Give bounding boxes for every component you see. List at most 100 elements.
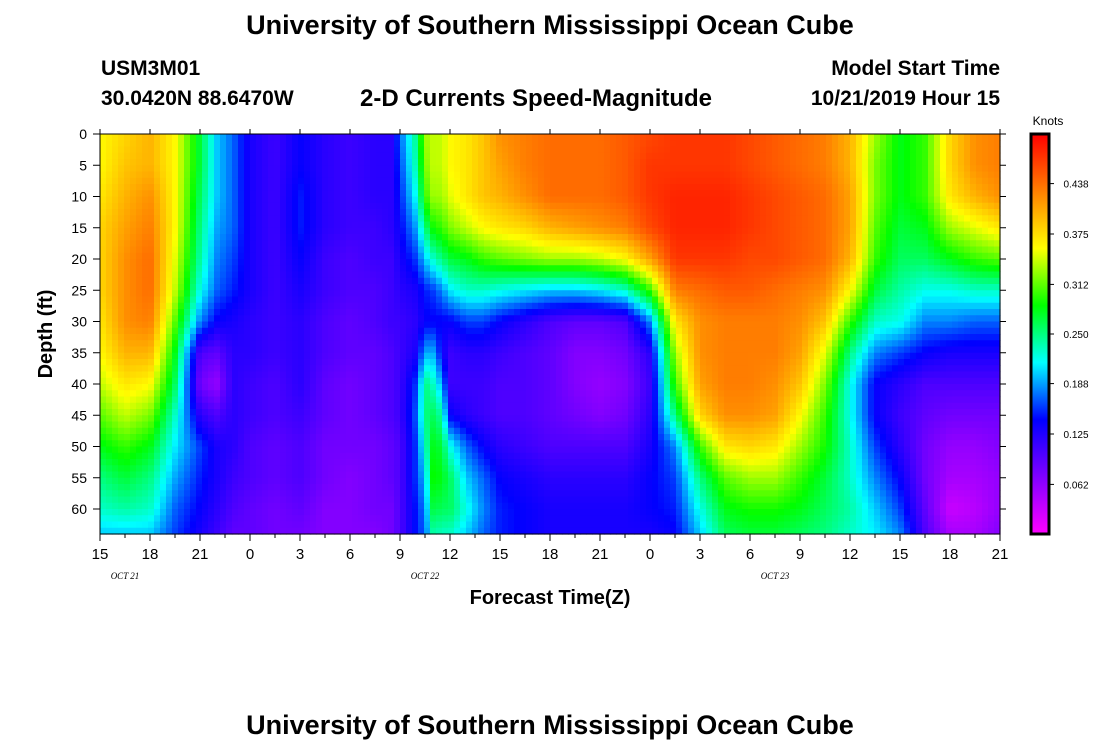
heatmap-cell (244, 496, 251, 504)
heatmap-cell (184, 259, 191, 266)
heatmap-cell (526, 515, 533, 523)
heatmap-cell (346, 165, 353, 173)
heatmap-cell (532, 396, 539, 404)
heatmap-cell (244, 509, 251, 516)
heatmap-cell (148, 196, 155, 204)
heatmap-cell (238, 502, 245, 510)
heatmap-cell (358, 177, 365, 185)
heatmap-cell (118, 284, 125, 291)
heatmap-cell (508, 259, 515, 266)
heatmap-cell (106, 265, 113, 273)
heatmap-cell (406, 277, 413, 285)
heatmap-cell (226, 252, 233, 260)
heatmap-cell (118, 196, 125, 204)
heatmap-cell (352, 334, 359, 341)
heatmap-cell (262, 159, 269, 166)
heatmap-cell (328, 202, 335, 210)
heatmap-cell (502, 265, 509, 273)
heatmap-cell (484, 327, 491, 335)
heatmap-cell (562, 346, 569, 354)
heatmap-cell (208, 290, 215, 298)
heatmap-cell (256, 184, 263, 191)
heatmap-cell (562, 427, 569, 435)
heatmap-cell (562, 146, 569, 154)
heatmap-cell (286, 465, 293, 473)
heatmap-cell (262, 252, 269, 260)
heatmap-cell (244, 284, 251, 291)
heatmap-cell (544, 184, 551, 191)
heatmap-cell (358, 434, 365, 441)
heatmap-cell (322, 471, 329, 479)
heatmap-cell (430, 377, 437, 385)
heatmap-cell (394, 146, 401, 154)
heatmap-cell (454, 271, 461, 279)
heatmap-cell (208, 221, 215, 229)
heatmap-cell (502, 365, 509, 373)
heatmap-cell (148, 290, 155, 298)
heatmap-cell (454, 327, 461, 335)
heatmap-cell (526, 452, 533, 460)
heatmap-cell (334, 234, 341, 241)
heatmap-cell (538, 384, 545, 391)
heatmap-cell (274, 190, 281, 198)
heatmap-cell (310, 284, 317, 291)
heatmap-cell (550, 471, 557, 479)
heatmap-cell (124, 171, 131, 179)
heatmap-cell (514, 377, 521, 385)
heatmap-cell (166, 452, 173, 460)
heatmap-cell (148, 421, 155, 429)
heatmap-cell (286, 209, 293, 216)
heatmap-cell (310, 334, 317, 341)
heatmap-cell (346, 340, 353, 348)
heatmap-cell (556, 384, 563, 391)
heatmap-cell (274, 440, 281, 448)
heatmap-cell (142, 365, 149, 373)
heatmap-cell (550, 384, 557, 391)
heatmap-cell (472, 190, 479, 198)
heatmap-cell (322, 459, 329, 466)
heatmap-cell (274, 184, 281, 191)
heatmap-cell (544, 252, 551, 260)
heatmap-cell (250, 365, 257, 373)
heatmap-cell (544, 134, 551, 141)
heatmap-cell (298, 265, 305, 273)
heatmap-cell (484, 290, 491, 298)
heatmap-cell (430, 277, 437, 285)
heatmap-cell (238, 440, 245, 448)
heatmap-cell (406, 434, 413, 441)
heatmap-cell (160, 340, 167, 348)
heatmap-cell (460, 309, 467, 316)
heatmap-cell (526, 365, 533, 373)
heatmap-cell (244, 240, 251, 248)
heatmap-cell (472, 465, 479, 473)
heatmap-cell (262, 240, 269, 248)
heatmap-cell (184, 265, 191, 273)
heatmap-cell (370, 315, 377, 323)
heatmap-cell (304, 459, 311, 466)
heatmap-cell (154, 365, 161, 373)
heatmap-cell (538, 377, 545, 385)
heatmap-cell (538, 340, 545, 348)
heatmap-cell (406, 396, 413, 404)
heatmap-cell (502, 290, 509, 298)
heatmap-cell (298, 296, 305, 304)
heatmap-cell (364, 227, 371, 235)
heatmap-cell (484, 315, 491, 323)
heatmap-cell (520, 484, 527, 491)
heatmap-cell (202, 227, 209, 235)
heatmap-cell (124, 434, 131, 441)
heatmap-cell (106, 402, 113, 410)
heatmap-cell (280, 296, 287, 304)
heatmap-cell (496, 365, 503, 373)
heatmap-cell (358, 277, 365, 285)
heatmap-cell (352, 427, 359, 435)
heatmap-cell (328, 184, 335, 191)
heatmap-cell (490, 165, 497, 173)
heatmap-cell (406, 471, 413, 479)
heatmap-cell (466, 234, 473, 241)
heatmap-cell (484, 271, 491, 279)
heatmap-cell (250, 352, 257, 360)
heatmap-cell (244, 446, 251, 454)
heatmap-cell (346, 490, 353, 498)
heatmap-cell (442, 359, 449, 366)
